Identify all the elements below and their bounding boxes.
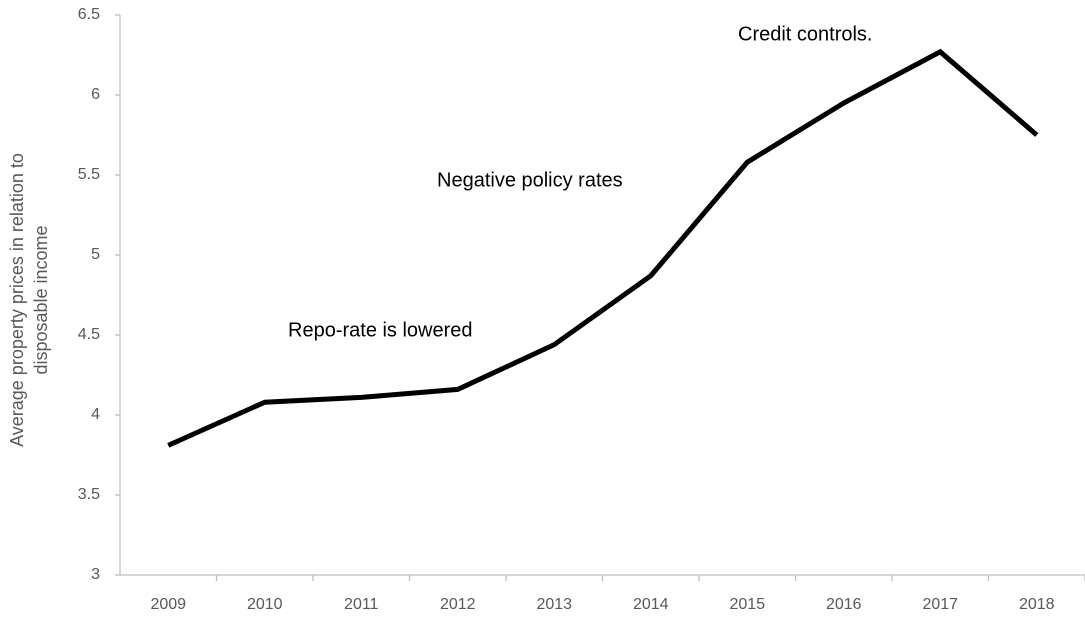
x-tick-label: 2011 xyxy=(344,596,379,613)
x-tick-label: 2018 xyxy=(1019,596,1055,613)
y-axis-title: Average property prices in relation to d… xyxy=(7,153,51,447)
x-tick-label: 2016 xyxy=(826,596,862,613)
y-axis-title-line: disposable income xyxy=(31,225,51,374)
x-tick-label: 2014 xyxy=(633,596,669,613)
x-tick-label: 2013 xyxy=(536,596,572,613)
y-tick-label: 3.5 xyxy=(78,486,100,503)
x-tick-label: 2009 xyxy=(150,596,186,613)
y-tick-label: 6.5 xyxy=(78,6,100,23)
annotation: Credit controls. xyxy=(738,23,873,45)
data-line xyxy=(167,48,1039,448)
annotation: Negative policy rates xyxy=(437,169,623,191)
y-tick-label: 4.5 xyxy=(78,326,100,343)
x-tick-label: 2017 xyxy=(922,596,958,613)
y-tick-label: 4 xyxy=(91,406,100,423)
y-tick-label: 3 xyxy=(91,566,100,583)
x-tick-label: 2012 xyxy=(440,596,476,613)
x-tick-label: 2015 xyxy=(729,596,765,613)
y-tick-label: 5 xyxy=(91,246,100,263)
annotation: Repo-rate is lowered xyxy=(288,319,473,341)
x-tick-label: 2010 xyxy=(247,596,283,613)
y-tick-label: 6 xyxy=(91,86,100,103)
y-axis-title-line: Average property prices in relation to xyxy=(7,153,27,447)
y-tick-label: 5.5 xyxy=(78,166,100,183)
